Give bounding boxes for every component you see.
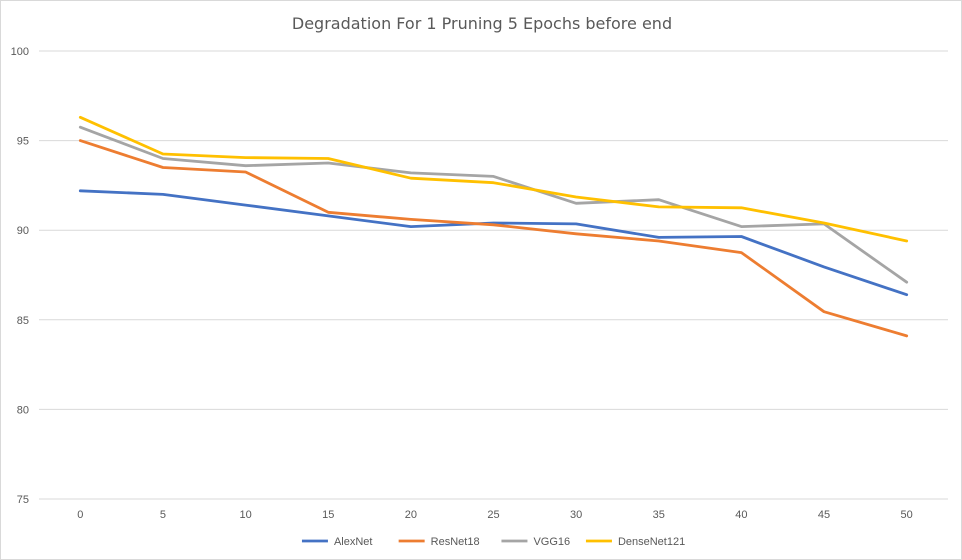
y-tick-label: 85 — [17, 315, 29, 327]
x-tick-label: 40 — [735, 509, 747, 521]
series-line-densenet121 — [78, 115, 909, 243]
x-tick-label: 0 — [77, 509, 83, 521]
y-tick-label: 90 — [17, 225, 29, 237]
legend-label: ResNet18 — [431, 536, 480, 548]
y-axis-ticks: 75 80 85 90 95 100 — [11, 46, 29, 506]
series-line-vgg16 — [78, 125, 909, 284]
y-tick-label: 80 — [17, 404, 29, 416]
y-tick-label: 100 — [11, 46, 29, 58]
x-tick-label: 25 — [487, 509, 499, 521]
x-tick-label: 20 — [405, 509, 417, 521]
x-tick-label: 15 — [322, 509, 334, 521]
x-tick-label: 50 — [901, 509, 913, 521]
series-line-resnet18 — [78, 139, 909, 338]
x-tick-label: 10 — [239, 509, 251, 521]
chart-title: Degradation For 1 Pruning 5 Epochs befor… — [292, 14, 672, 33]
series-lines — [78, 115, 909, 338]
legend-label: VGG16 — [533, 536, 570, 548]
x-tick-label: 5 — [160, 509, 166, 521]
legend-label: DenseNet121 — [618, 536, 685, 548]
x-axis-ticks: 0 5 10 15 20 25 30 35 40 45 50 — [77, 509, 913, 521]
legend-label: AlexNet — [334, 536, 373, 548]
x-tick-label: 30 — [570, 509, 582, 521]
x-tick-label: 35 — [653, 509, 665, 521]
legend: AlexNet ResNet18 VGG16 DenseNet121 — [301, 536, 685, 548]
series-line-alexnet — [78, 189, 909, 297]
y-tick-label: 95 — [17, 136, 29, 148]
gridlines — [39, 50, 948, 500]
y-tick-label: 75 — [17, 494, 29, 506]
x-tick-label: 45 — [818, 509, 830, 521]
